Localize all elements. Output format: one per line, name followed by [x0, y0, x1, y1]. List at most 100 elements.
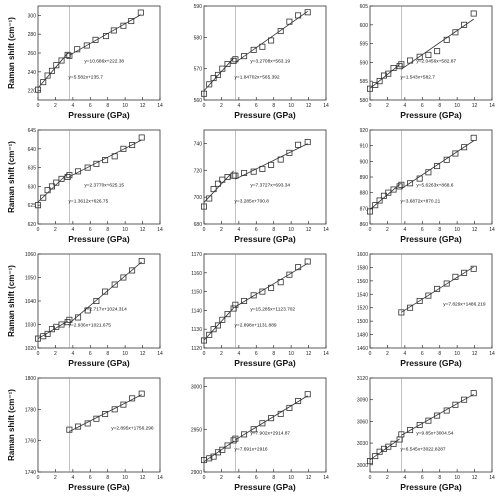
x-tick-label: 4	[237, 475, 240, 481]
data-point	[268, 161, 275, 168]
x-tick-label: 6	[89, 103, 92, 109]
y-tick-label: 580	[360, 98, 369, 104]
fit-equation-label: y=1.3612x+626.75	[69, 198, 109, 204]
data-point	[452, 273, 459, 280]
x-tick-label: 4	[403, 475, 406, 481]
data-point	[425, 292, 432, 299]
x-tick-label: 0	[37, 227, 40, 233]
y-axis-label: Raman shift (cm⁻¹)	[7, 265, 16, 337]
fit-line-2	[401, 140, 474, 190]
y-tick-label: 590	[194, 4, 203, 10]
fit-line-1	[37, 320, 68, 340]
chart-panel-9: 0 2 4 6 8 10 12 14 1460 1480 1500 1520 1540 1560 1580 1…	[332, 248, 498, 377]
data-point	[443, 280, 450, 287]
data-point	[396, 63, 403, 70]
data-point	[470, 390, 477, 397]
x-axis-label: Pressure (GPa)	[234, 234, 296, 244]
chart-svg-1: 0 2 4 6 8 10 12 14 220 240 260 280 300 Pressure (GPa)…	[7, 5, 163, 120]
data-point	[407, 57, 414, 64]
fit-line-1	[369, 438, 400, 461]
data-point	[295, 398, 302, 405]
fit-line-1	[203, 441, 234, 462]
data-point	[93, 160, 100, 167]
fit-line-1	[369, 64, 400, 89]
x-tick-label: 2	[386, 103, 389, 109]
fit-line-2	[235, 11, 308, 63]
x-tick-label: 14	[323, 103, 329, 109]
y-tick-label: 1120	[191, 346, 202, 352]
x-tick-label: 14	[489, 103, 495, 109]
plot-frame	[37, 377, 161, 473]
fit-line-1	[203, 57, 234, 91]
data-point	[120, 22, 127, 29]
x-axis-label: Pressure (GPa)	[234, 110, 296, 120]
y-axis-label: Raman shift (cm⁻¹)	[7, 141, 16, 213]
x-tick-label: 10	[122, 103, 128, 109]
x-tick-label: 6	[255, 103, 258, 109]
x-tick-label: 2	[220, 351, 223, 357]
data-point	[250, 168, 257, 175]
data-point	[250, 292, 257, 299]
data-point	[241, 298, 248, 305]
data-point	[385, 70, 392, 77]
y-tick-label: 1020	[25, 346, 36, 352]
data-point	[40, 194, 47, 201]
x-tick-label: 6	[421, 227, 424, 233]
x-tick-label: 0	[203, 475, 206, 481]
y-tick-label: 2950	[191, 427, 202, 433]
x-axis-label: Pressure (GPa)	[400, 482, 462, 492]
x-tick-label: 12	[140, 351, 146, 357]
y-tick-label: 1050	[25, 276, 36, 282]
x-tick-label: 14	[323, 475, 329, 481]
y-tick-label: 1140	[191, 308, 202, 314]
plot-frame	[203, 129, 327, 225]
x-tick-label: 8	[438, 351, 441, 357]
data-point	[48, 183, 55, 190]
y-tick-label: 620	[28, 222, 37, 228]
x-tick-label: 8	[438, 103, 441, 109]
x-tick-label: 0	[37, 351, 40, 357]
data-point	[201, 203, 208, 210]
data-point	[66, 426, 73, 433]
x-tick-label: 12	[306, 103, 312, 109]
fit-equation-label: y=10.686x+222.38	[84, 58, 124, 64]
data-point	[40, 79, 47, 86]
x-tick-label: 10	[288, 351, 294, 357]
x-tick-label: 12	[472, 475, 478, 481]
data-point	[398, 431, 405, 438]
x-tick-label: 10	[122, 351, 128, 357]
y-tick-label: 3000	[191, 385, 202, 391]
x-tick-label: 10	[288, 475, 294, 481]
data-point	[84, 307, 91, 314]
fit-line-2	[235, 143, 308, 180]
data-point	[390, 440, 397, 447]
data-point	[452, 150, 459, 157]
y-tick-label: 570	[194, 67, 203, 73]
y-tick-label: 3120	[357, 376, 368, 382]
data-point	[232, 301, 239, 308]
y-tick-label: 1480	[357, 333, 368, 339]
x-tick-label: 8	[272, 103, 275, 109]
data-point	[380, 72, 387, 79]
x-tick-label: 6	[89, 351, 92, 357]
y-tick-label: 3090	[357, 398, 368, 404]
y-tick-label: 1580	[357, 265, 368, 271]
x-tick-label: 6	[421, 103, 424, 109]
x-tick-label: 14	[323, 351, 329, 357]
fit-equation-label: y=5.6263x+868.6	[416, 182, 453, 188]
data-point	[268, 37, 275, 44]
x-tick-label: 4	[403, 103, 406, 109]
y-tick-label: 1040	[25, 299, 36, 305]
data-point	[461, 396, 468, 403]
data-point	[416, 53, 423, 60]
data-point	[219, 316, 226, 323]
data-point	[470, 134, 477, 141]
data-point	[470, 265, 477, 272]
data-point	[425, 51, 432, 58]
data-point	[206, 331, 213, 338]
data-point	[367, 85, 374, 92]
chart-svg-11: 0 2 4 6 8 10 12 14 2900 2950 3000 Pressure (GPa) y=7…	[191, 377, 329, 492]
fit-equation-label: y=9.85x+3004.54	[416, 430, 453, 436]
chart-panel-3: 0 2 4 6 8 10 12 14 580 585 590 595 600 605 Pressure (G…	[332, 0, 498, 129]
data-point	[295, 264, 302, 271]
